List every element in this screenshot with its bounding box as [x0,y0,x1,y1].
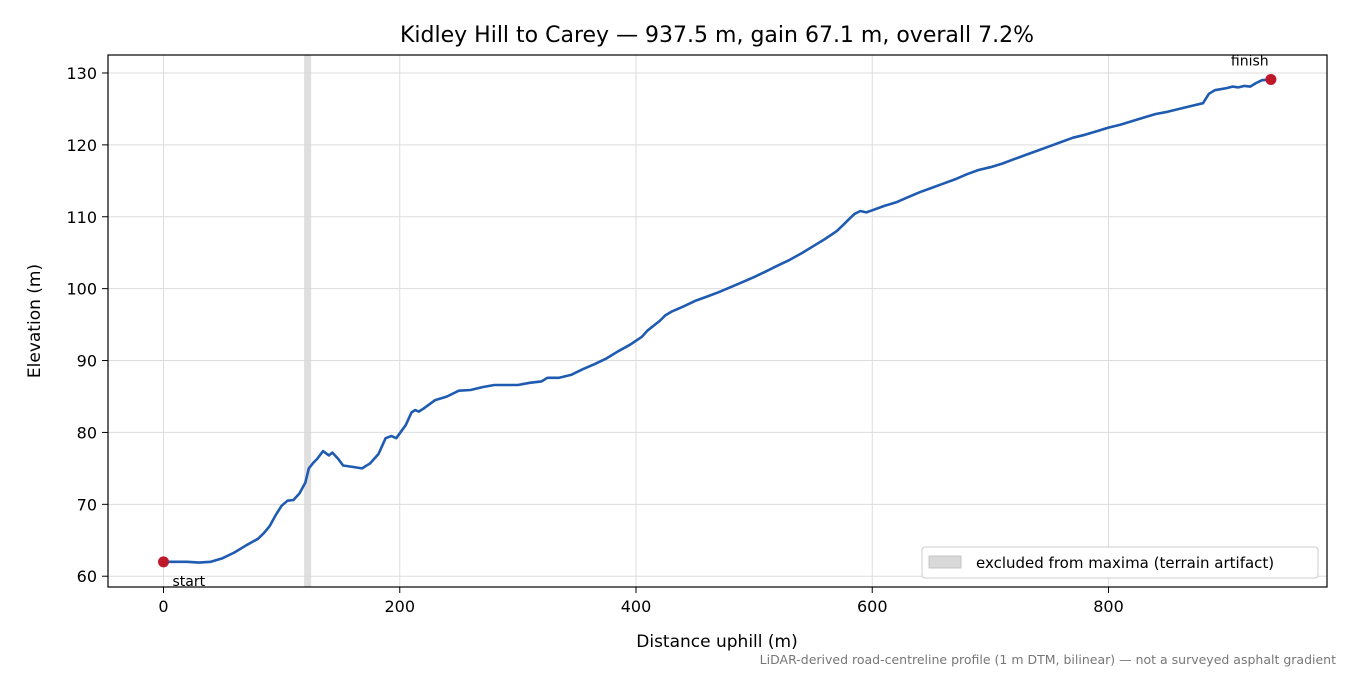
y-tick-label: 130 [66,64,97,83]
x-tick-label: 200 [384,597,415,616]
x-axis-label: Distance uphill (m) [636,632,797,652]
x-tick-label: 600 [857,597,888,616]
marker-layer: start finish [158,53,1277,590]
chart-title: Kidley Hill to Carey — 937.5 m, gain 67.… [400,23,1034,48]
elevation-profile-line [162,78,1273,564]
x-tick-label: 0 [158,597,168,616]
y-tick-label: 70 [77,495,97,514]
profile-line-layer [162,78,1273,564]
y-tick-label: 60 [77,567,97,586]
legend-box [921,546,1319,579]
y-tick-label: 100 [66,280,97,299]
axis-ticks: 0 200 400 600 800 60 70 80 90 100 110 120 130 [66,64,1123,616]
x-tick-label: 400 [621,597,652,616]
y-tick-label: 120 [66,136,97,155]
y-tick-label: 80 [77,423,97,442]
legend-swatch [928,555,962,569]
y-tick-label: 90 [77,352,97,371]
legend: excluded from maxima (terrain artifact) [921,546,1319,579]
finish-label: finish [1231,53,1269,69]
legend-label: excluded from maxima (terrain artifact) [976,554,1274,572]
y-tick-label: 110 [66,208,97,227]
x-tick-label: 800 [1093,597,1124,616]
grid [108,55,1327,587]
start-marker [158,556,170,568]
y-axis-label: Elevation (m) [25,264,45,378]
finish-marker [1265,73,1277,85]
excluded-band-layer [304,55,312,587]
footnote: LiDAR-derived road-centreline profile (1… [760,652,1336,667]
excluded-band [304,55,312,587]
start-label: start [173,574,206,590]
plot-frame [107,54,1328,588]
